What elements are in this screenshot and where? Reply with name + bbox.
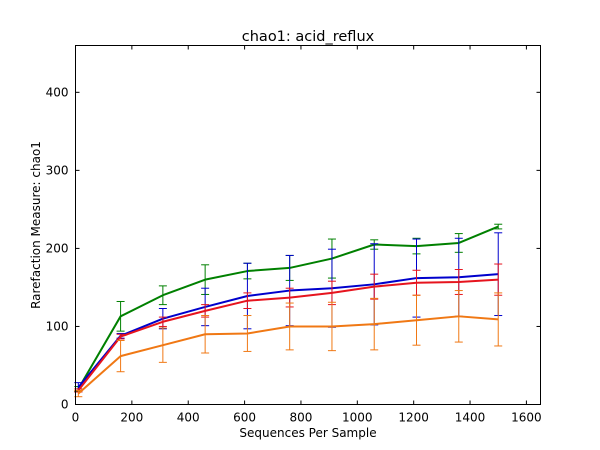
y-axis-label: Rarefaction Measure: chao1 <box>29 141 43 309</box>
x-tick-label: 1600 <box>511 411 542 425</box>
series-2 <box>74 263 503 393</box>
y-tick-label: 300 <box>46 163 69 177</box>
series-1 <box>74 232 503 393</box>
x-tick-label: 400 <box>177 411 200 425</box>
plot-area <box>74 223 503 398</box>
y-tick-label: 0 <box>61 398 69 412</box>
chart-title: chao1: acid_reflux <box>242 29 375 45</box>
x-tick-label: 200 <box>120 411 143 425</box>
series-line <box>77 315 499 395</box>
x-tick-label: 1200 <box>398 411 429 425</box>
x-tick-label: 600 <box>233 411 256 425</box>
x-tick-label: 1400 <box>455 411 486 425</box>
y-tick-label: 200 <box>46 241 69 255</box>
y-tick-label: 400 <box>46 85 69 99</box>
x-tick-label: 0 <box>72 411 80 425</box>
series-3 <box>74 290 503 398</box>
series-0 <box>74 223 503 392</box>
series-line <box>77 225 499 390</box>
x-tick-label: 800 <box>290 411 313 425</box>
series-line <box>77 278 499 392</box>
x-tick-label: 1000 <box>342 411 373 425</box>
plot-frame <box>75 45 541 405</box>
x-axis-label: Sequences Per Sample <box>239 426 376 440</box>
series-line <box>77 273 499 388</box>
axis-ticks: 0 200 400 600 800 1000 1200 1400 1600 0 100 200 300 4… <box>46 45 542 425</box>
y-tick-label: 100 <box>46 319 69 333</box>
